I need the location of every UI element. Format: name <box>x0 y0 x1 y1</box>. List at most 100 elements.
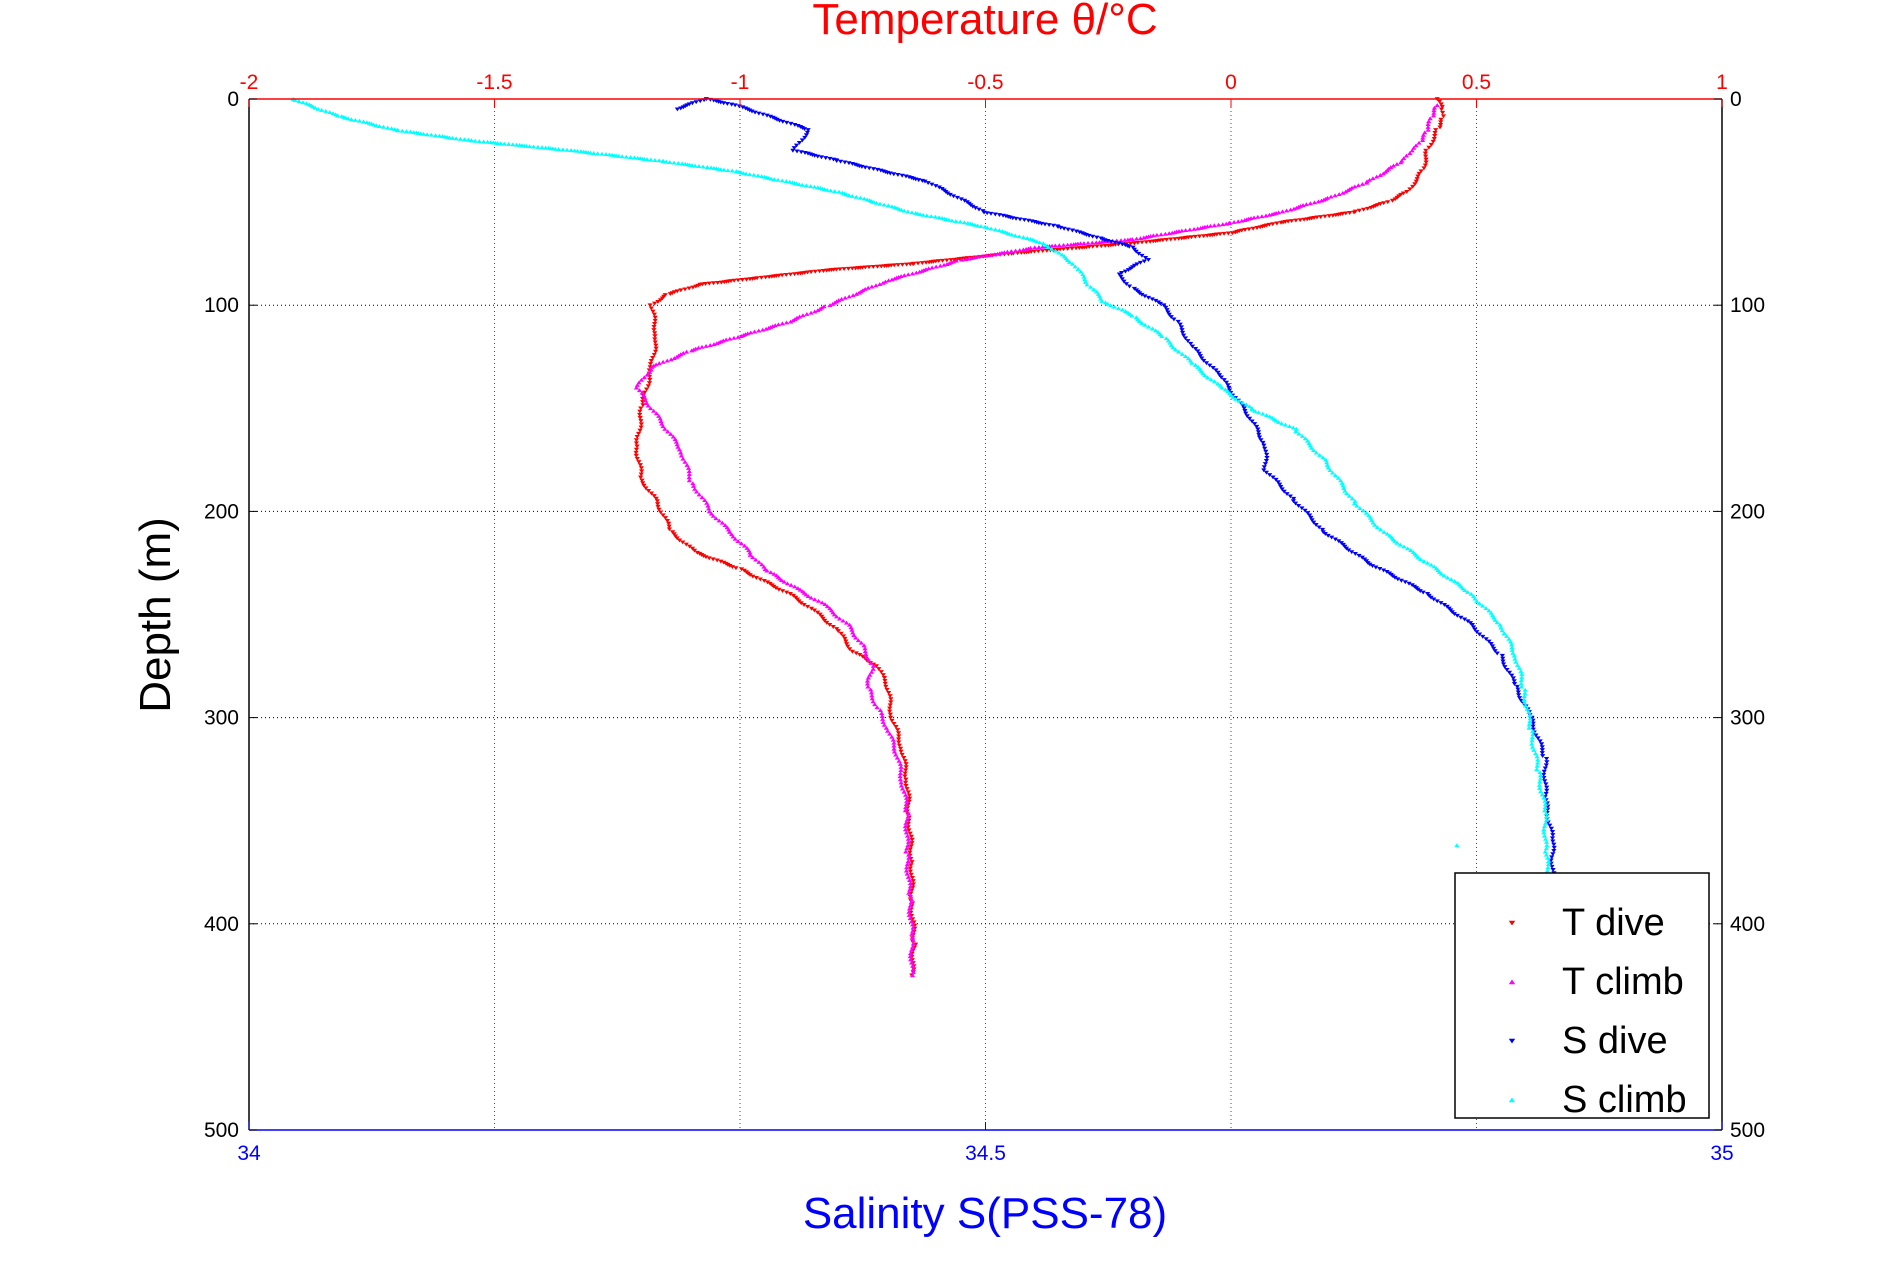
data-point <box>660 359 666 364</box>
data-point <box>908 919 915 924</box>
data-point <box>794 315 800 320</box>
data-point <box>815 308 821 313</box>
data-point <box>674 536 680 541</box>
data-point <box>472 138 478 143</box>
data-point <box>1370 520 1376 525</box>
data-point <box>639 469 645 474</box>
data-point <box>895 731 902 736</box>
left-tick-label: 100 <box>204 294 239 317</box>
data-point <box>1168 237 1174 242</box>
data-point <box>862 646 868 651</box>
data-point <box>1458 615 1464 620</box>
data-point <box>1307 513 1313 518</box>
data-point <box>849 649 856 654</box>
data-point <box>803 133 810 138</box>
left-tick-label: 500 <box>204 1119 239 1142</box>
data-point <box>1488 610 1494 615</box>
data-point <box>884 687 890 692</box>
data-point <box>1050 223 1057 228</box>
data-point <box>543 145 549 150</box>
data-point <box>1119 277 1125 282</box>
data-point <box>842 160 848 165</box>
data-point <box>1472 627 1478 632</box>
data-point <box>1540 754 1546 758</box>
data-point <box>909 973 916 978</box>
data-point <box>798 150 804 155</box>
data-point <box>1384 531 1390 536</box>
data-point <box>640 481 646 486</box>
data-point <box>905 836 911 841</box>
data-point <box>908 844 914 849</box>
data-point <box>653 343 659 348</box>
data-point <box>1260 411 1266 416</box>
top-tick-label: 0 <box>1225 71 1237 94</box>
data-point <box>645 403 651 408</box>
data-point <box>1035 249 1041 254</box>
data-point <box>747 108 753 113</box>
data-point <box>1438 107 1445 112</box>
data-point <box>1367 562 1373 567</box>
data-point <box>1306 441 1312 446</box>
data-point <box>704 500 710 505</box>
data-point <box>784 320 790 325</box>
data-point <box>1162 231 1168 236</box>
data-point <box>1527 713 1533 718</box>
data-point <box>641 375 647 380</box>
data-point <box>933 184 939 188</box>
data-point <box>1409 583 1415 588</box>
data-point <box>904 262 910 267</box>
data-point <box>1192 362 1199 367</box>
data-point <box>1293 426 1299 431</box>
data-point <box>1243 402 1250 407</box>
data-point <box>1444 575 1451 580</box>
data-point <box>1183 354 1189 359</box>
data-point <box>729 565 736 570</box>
data-point <box>1501 631 1507 636</box>
data-point <box>982 224 988 229</box>
data-point <box>1394 161 1400 166</box>
data-point <box>1056 243 1062 248</box>
data-point <box>708 511 715 516</box>
data-point <box>843 639 849 644</box>
data-point <box>1489 644 1496 649</box>
data-point <box>1142 294 1148 299</box>
data-point <box>1123 282 1129 286</box>
data-point <box>323 109 329 113</box>
data-point <box>1332 537 1338 542</box>
data-point <box>906 909 912 914</box>
data-point <box>899 752 905 757</box>
data-point <box>1374 525 1381 530</box>
data-point <box>756 111 762 116</box>
data-point <box>910 925 916 930</box>
data-point <box>1440 110 1446 115</box>
data-point <box>1355 183 1362 188</box>
data-point <box>1541 772 1547 777</box>
data-point <box>662 516 669 521</box>
data-point <box>880 673 886 677</box>
data-point <box>1534 767 1540 771</box>
data-point <box>939 258 946 263</box>
right-tick-label: 100 <box>1730 294 1765 317</box>
data-point <box>1526 722 1532 727</box>
data-point <box>884 728 891 733</box>
data-point <box>651 325 657 329</box>
data-point <box>725 168 731 173</box>
data-point <box>674 442 680 447</box>
data-point <box>1422 151 1428 156</box>
data-point <box>878 670 884 675</box>
data-point <box>887 709 893 714</box>
data-point <box>738 541 745 546</box>
data-point <box>733 169 739 173</box>
data-point <box>595 151 601 156</box>
data-point <box>652 315 658 320</box>
data-point <box>824 604 831 609</box>
data-point <box>1243 411 1249 416</box>
bottom-tick-label: 34.5 <box>965 1142 1006 1165</box>
data-point <box>1428 562 1434 567</box>
data-point <box>907 869 914 874</box>
data-point <box>660 513 666 518</box>
data-point <box>1017 217 1023 222</box>
data-point <box>850 293 856 298</box>
data-point <box>648 367 654 372</box>
data-point <box>680 540 686 545</box>
